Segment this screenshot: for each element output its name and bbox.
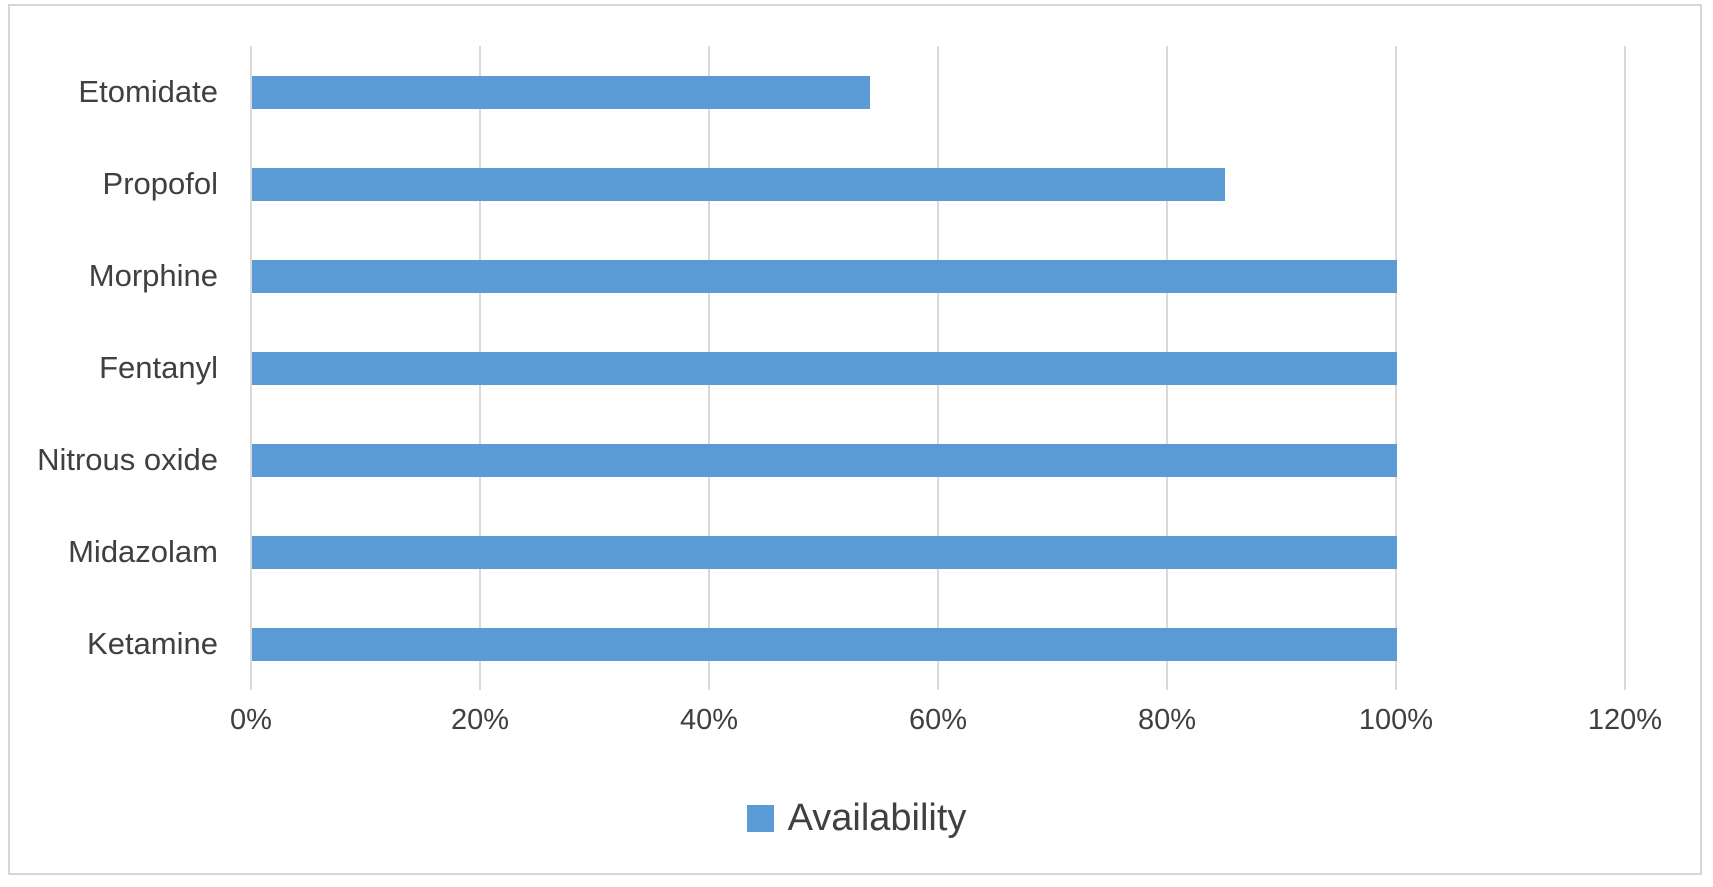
category-label: Propofol [102, 166, 218, 201]
bar-morphine [252, 260, 1397, 293]
x-tick-label: 40% [679, 704, 739, 736]
value-axis: 0% 20% 40% 60% 80% 100% 120% [0, 704, 1713, 744]
x-tick-label: 120% [1587, 704, 1663, 736]
x-tick-label: 80% [1137, 704, 1197, 736]
bar-nitrous-oxide [252, 444, 1397, 477]
bar-ketamine [252, 628, 1397, 661]
gridline [250, 46, 252, 690]
legend: Availability [0, 792, 1713, 844]
bar-fentanyl [252, 352, 1397, 385]
gridline [1624, 46, 1626, 690]
bar-propofol [252, 168, 1226, 201]
legend-swatch-icon [746, 804, 774, 832]
x-tick-label: 0% [230, 704, 272, 736]
x-tick-label: 20% [450, 704, 510, 736]
bar-midazolam [252, 536, 1397, 569]
category-label: Ketamine [87, 626, 218, 661]
category-label: Morphine [88, 258, 218, 293]
plot-area [250, 46, 1626, 690]
category-label: Etomidate [78, 74, 218, 109]
x-tick-label: 60% [908, 704, 968, 736]
bar-etomidate [252, 76, 871, 109]
category-axis: Etomidate Propofol Morphine Fentanyl Nitrous… [0, 46, 218, 690]
category-label: Nitrous oxide [37, 442, 218, 477]
x-tick-label: 100% [1358, 704, 1434, 736]
category-label: Fentanyl [99, 350, 218, 385]
category-label: Midazolam [68, 534, 218, 569]
legend-label: Availability [787, 797, 967, 839]
chart-border [8, 4, 1702, 875]
